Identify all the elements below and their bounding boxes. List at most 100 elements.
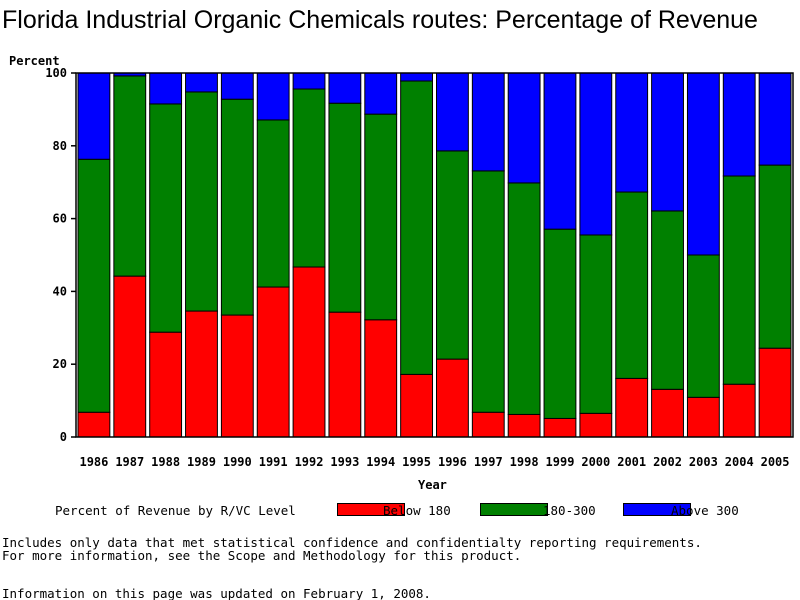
x-axis-label: Year (418, 478, 447, 492)
bar-1998-above-300 (507, 72, 541, 184)
bar-2005-below-180 (758, 347, 792, 438)
bar-1989-below-180 (185, 310, 218, 438)
x-tick-label: 2002 (653, 455, 682, 469)
bar-2005-above-300 (758, 72, 792, 166)
x-tick-label: 1987 (115, 455, 144, 469)
x-tick-label: 1999 (546, 455, 575, 469)
bar-2005-180-300 (758, 164, 792, 349)
bar-1998-below-180 (507, 413, 541, 438)
chart-title: Florida Industrial Organic Chemicals rou… (2, 6, 758, 34)
bar-1996-below-180 (436, 358, 469, 438)
bar-1997-below-180 (471, 411, 505, 438)
x-tick-label: 1992 (295, 455, 324, 469)
bar-1999-below-180 (543, 417, 577, 438)
bar-1995-above-300 (400, 72, 433, 82)
bar-2000-below-180 (579, 412, 613, 438)
bar-1995-below-180 (400, 373, 433, 438)
bar-1991-below-180 (256, 286, 290, 438)
bar-2002-below-180 (651, 388, 684, 438)
y-tick-label: 100 (45, 66, 67, 80)
x-tick-label: 2004 (725, 455, 754, 469)
bar-1999-above-300 (543, 72, 577, 230)
bar-1988-above-300 (149, 72, 183, 105)
bar-1992-above-300 (292, 72, 326, 90)
bar-1996-180-300 (436, 150, 469, 360)
x-tick-label: 1998 (510, 455, 539, 469)
bar-2002-180-300 (651, 210, 684, 390)
legend-swatch-above-300 (623, 503, 691, 516)
bar-1986-below-180 (77, 411, 111, 438)
x-tick-label: 1996 (438, 455, 467, 469)
bar-1993-below-180 (328, 311, 362, 438)
bar-1987-below-180 (113, 275, 147, 438)
bar-2000-180-300 (579, 234, 613, 414)
bar-1990-below-180 (220, 314, 254, 438)
x-tick-label: 2001 (617, 455, 646, 469)
bar-1988-below-180 (149, 331, 183, 438)
y-tick-label: 40 (53, 284, 67, 298)
x-tick-label: 2000 (581, 455, 610, 469)
bar-1999-180-300 (543, 228, 577, 419)
bar-1988-180-300 (149, 103, 183, 333)
bar-1996-above-300 (436, 72, 469, 152)
bar-1987-180-300 (113, 75, 147, 277)
bar-2003-above-300 (686, 72, 720, 256)
bar-1992-180-300 (292, 88, 326, 268)
legend-title: Percent of Revenue by R/VC Level (55, 503, 296, 518)
x-tick-label: 1993 (330, 455, 359, 469)
x-tick-label: 1994 (366, 455, 395, 469)
legend-label-below-180: Below 180 (383, 503, 451, 518)
y-tick-label: 80 (53, 139, 67, 153)
legend-swatch-below-180 (337, 503, 405, 516)
legend-label-180-300: 180-300 (543, 503, 596, 518)
bar-2002-above-300 (651, 72, 684, 212)
y-tick-label: 60 (53, 212, 67, 226)
bar-1989-above-300 (185, 72, 218, 93)
bar-2001-below-180 (615, 377, 649, 438)
bar-1993-above-300 (328, 72, 362, 104)
x-tick-label: 1990 (223, 455, 252, 469)
bar-2004-above-300 (722, 72, 756, 177)
y-axis-label: Percent (9, 54, 60, 68)
bar-1990-above-300 (220, 72, 254, 100)
bar-2001-180-300 (615, 191, 649, 379)
bar-2004-180-300 (722, 175, 756, 385)
bar-2003-180-300 (686, 254, 720, 398)
bar-1993-180-300 (328, 102, 362, 313)
bar-1994-180-300 (364, 113, 398, 321)
x-tick-label: 1988 (151, 455, 180, 469)
bar-2003-below-180 (686, 396, 720, 438)
x-tick-label: 1989 (187, 455, 216, 469)
footer-note-1: Includes only data that met statistical … (2, 535, 702, 550)
bar-1991-180-300 (256, 119, 290, 288)
x-tick-label: 1995 (402, 455, 431, 469)
x-tick-label: 2005 (761, 455, 790, 469)
x-tick-label: 1997 (474, 455, 503, 469)
y-tick-label: 0 (60, 430, 67, 444)
bar-2000-above-300 (579, 72, 613, 236)
y-tick-label: 20 (53, 357, 67, 371)
plot-frame (75, 72, 794, 438)
bar-1995-180-300 (400, 80, 433, 375)
footer-updated: Information on this page was updated on … (2, 586, 431, 600)
bar-1991-above-300 (256, 72, 290, 121)
bar-1997-above-300 (471, 72, 505, 172)
bar-1994-above-300 (364, 72, 398, 115)
bar-2004-below-180 (722, 383, 756, 438)
legend-label-above-300: Above 300 (671, 503, 739, 518)
footer-note-2: For more information, see the Scope and … (2, 548, 522, 563)
bar-1986-180-300 (77, 158, 111, 413)
bar-chart: 1986 1987 1988 1989 1990 1991 1992 1993 1994 1995… (45, 66, 794, 469)
bar-1992-below-180 (292, 266, 326, 438)
x-tick-label: 1991 (259, 455, 288, 469)
x-tick-label: 1986 (79, 455, 108, 469)
bar-2001-above-300 (615, 72, 649, 193)
bar-1989-180-300 (185, 91, 218, 312)
bar-1998-180-300 (507, 182, 541, 415)
bar-1990-180-300 (220, 98, 254, 316)
bar-1997-180-300 (471, 170, 505, 413)
bar-1986-above-300 (77, 72, 111, 160)
bar-1994-below-180 (364, 319, 398, 438)
x-tick-label: 2003 (689, 455, 718, 469)
